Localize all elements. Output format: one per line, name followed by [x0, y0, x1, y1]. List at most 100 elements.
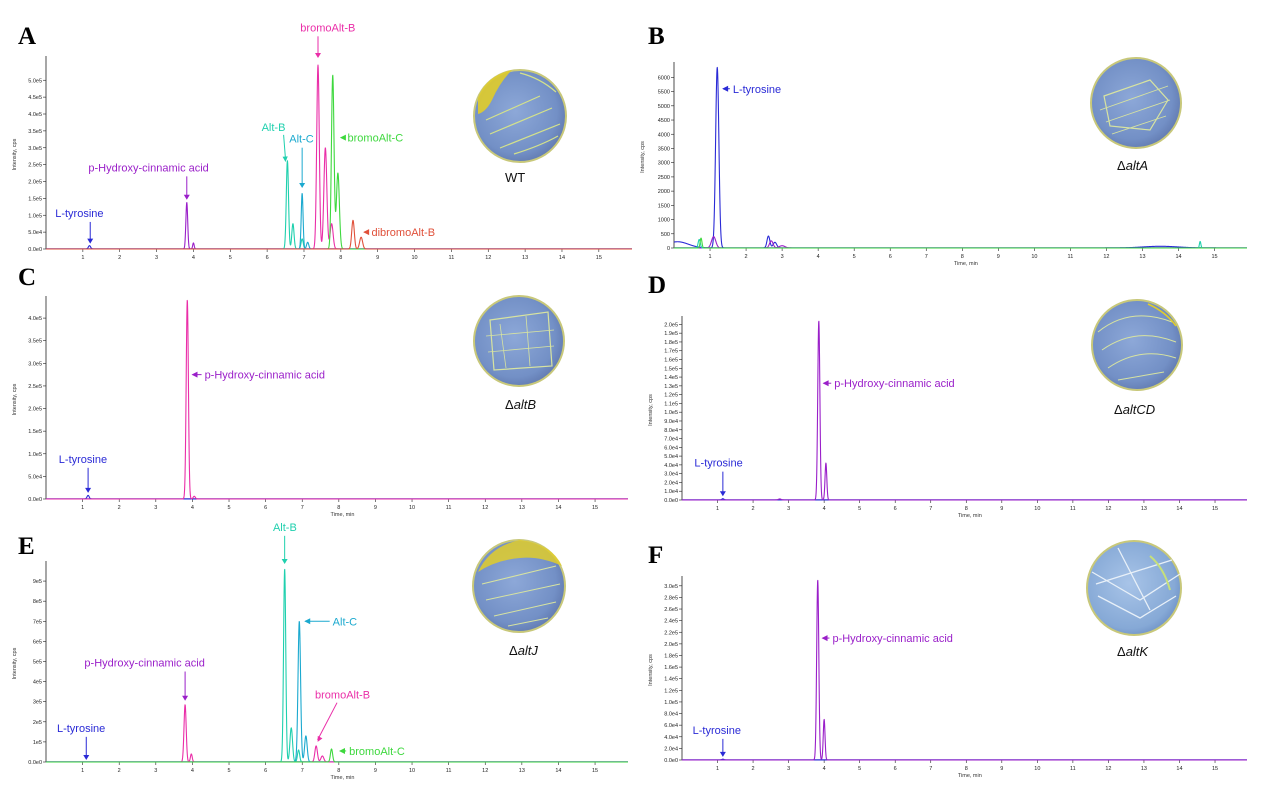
- x-tick-label: 7: [929, 506, 932, 512]
- trace-p-hydroxy-cinnamic-acid: [45, 704, 629, 763]
- yellow-colony-patch: [478, 540, 562, 572]
- x-tick-label: 1: [716, 766, 719, 772]
- y-tick-label: 4e5: [33, 680, 42, 686]
- x-tick-label: 11: [446, 768, 452, 774]
- annotation-arrowhead: [317, 735, 323, 742]
- annotation-arrow-line: [317, 702, 338, 741]
- x-tick-label: 9: [997, 254, 1000, 260]
- y-tick-label: 4.0e5: [28, 316, 42, 322]
- x-tick-label: 13: [519, 768, 525, 774]
- x-tick-label: 10: [411, 255, 417, 261]
- x-tick-label: 9: [376, 255, 379, 261]
- x-tick-label: 4: [823, 506, 826, 512]
- annotation-label: bromoAlt-C: [348, 133, 404, 145]
- strain-label-C: ΔaltB: [505, 397, 536, 412]
- y-tick-label: 5.0e5: [28, 78, 42, 84]
- y-tick-label: 1.2e5: [664, 688, 678, 694]
- petri-dish-altJ: [472, 539, 566, 633]
- annotation-p-hydroxy-cinnamic-acid: p-Hydroxy-cinnamic acid: [84, 658, 205, 701]
- green-colony-streak: [1149, 555, 1171, 591]
- annotation-arrowhead: [281, 559, 288, 565]
- x-tick-label: 15: [592, 505, 598, 511]
- y-tick-label: 2.6e5: [664, 607, 678, 613]
- y-tick-label: 6e5: [33, 639, 42, 645]
- x-tick-label: 13: [1141, 766, 1147, 772]
- x-tick-label: 7: [301, 505, 304, 511]
- y-tick-label: 3.0e5: [28, 361, 42, 367]
- yellow-colony-patch: [478, 70, 512, 114]
- y-tick-label: 1.3e5: [664, 384, 678, 390]
- y-tick-label: 5500: [658, 90, 670, 96]
- panel-letter-F: F: [648, 542, 663, 569]
- annotation-l-tyrosine: L-tyrosine: [694, 458, 743, 497]
- annotation-arrowhead: [85, 487, 92, 493]
- x-tick-label: 7: [302, 255, 305, 261]
- chromatogram-F: 1 2 3 4 5 6 7 8 9 10 11 12 13 14 150.0e02.0e44.0e46.0e…: [648, 576, 1248, 779]
- y-tick-label: 5000: [658, 104, 670, 110]
- y-tick-label: 1.0e5: [28, 213, 42, 219]
- y-tick-label: 1.8e5: [664, 653, 678, 659]
- x-tick-label: 3: [154, 505, 157, 511]
- x-tick-label: 4: [191, 505, 194, 511]
- panel-letter-E: E: [18, 533, 35, 560]
- x-tick-label: 2: [118, 768, 121, 774]
- x-tick-label: 8: [965, 766, 968, 772]
- x-tick-label: 5: [853, 254, 856, 260]
- y-tick-label: 3.5e5: [28, 339, 42, 345]
- x-tick-label: 4: [817, 254, 820, 260]
- y-tick-label: 8e5: [33, 599, 42, 605]
- x-tick-label: 2: [745, 254, 748, 260]
- x-tick-label: 7: [925, 254, 928, 260]
- annotation-l-tyrosine: L-tyrosine: [57, 723, 105, 760]
- x-tick-label: 12: [1105, 766, 1111, 772]
- annotation-l-tyrosine: L-tyrosine: [59, 454, 107, 493]
- chromatogram-C: 1 2 3 4 5 6 7 8 9 10 11 12 13 14 150.0e05.0e41.0e51.5e…: [12, 296, 629, 518]
- y-tick-label: 4.0e4: [664, 735, 678, 741]
- bacterial-streaks: [1097, 315, 1177, 381]
- annotation-label: p-Hydroxy-cinnamic acid: [88, 162, 208, 174]
- yellow-colony-patch: [1147, 303, 1177, 327]
- x-tick-label: 15: [1212, 766, 1218, 772]
- trace-bromoalt-b: [45, 745, 629, 763]
- x-tick-label: 2: [118, 505, 121, 511]
- x-tick-label: 1: [709, 254, 712, 260]
- y-tick-label: 1.6e5: [664, 358, 678, 364]
- trace-bromoalt-c: [45, 748, 629, 763]
- y-tick-label: 2000: [658, 189, 670, 195]
- strain-label-A: WT: [505, 170, 525, 185]
- bacterial-streaks: [489, 311, 553, 371]
- y-tick-label: 2.5e5: [28, 384, 42, 390]
- strain-label-F: ΔaltK: [1117, 644, 1149, 659]
- x-tick-label: 12: [1103, 254, 1109, 260]
- x-tick-label: 10: [409, 768, 415, 774]
- y-tick-label: 6.0e4: [664, 723, 678, 729]
- annotation-label: bromoAlt-B: [300, 22, 355, 34]
- x-tick-label: 3: [155, 255, 158, 261]
- x-axis-label: Time, min: [331, 775, 355, 781]
- x-tick-label: 6: [894, 766, 897, 772]
- y-tick-label: 1.0e5: [28, 452, 42, 458]
- x-tick-label: 3: [787, 506, 790, 512]
- panel-letter-B: B: [648, 23, 665, 50]
- trace-p-hydroxy-cinnamic-acid: [681, 579, 1248, 761]
- y-tick-label: 4.5e5: [28, 95, 42, 101]
- x-tick-label: 13: [522, 255, 528, 261]
- x-tick-label: 15: [596, 255, 602, 261]
- annotation-arrowhead: [339, 134, 346, 141]
- annotation-label: p-Hydroxy-cinnamic acid: [205, 370, 325, 382]
- annotation-bromoalt-b: bromoAlt-B: [300, 22, 355, 58]
- x-tick-label: 11: [1068, 254, 1074, 260]
- annotation-p-hydroxy-cinnamic-acid: p-Hydroxy-cinnamic acid: [191, 370, 325, 382]
- y-tick-label: 6000: [658, 75, 670, 81]
- annotation-l-tyrosine: L-tyrosine: [55, 208, 104, 244]
- y-tick-label: 3000: [658, 161, 670, 167]
- panel-letter-D: D: [648, 272, 666, 299]
- y-tick-label: 3.0e5: [664, 584, 678, 590]
- annotation-label: L-tyrosine: [55, 208, 103, 220]
- annotation-label: p-Hydroxy-cinnamic acid: [834, 378, 954, 390]
- petri-dish-wt: [473, 69, 567, 163]
- x-tick-label: 10: [1031, 254, 1037, 260]
- y-tick-label: 1.5e5: [28, 196, 42, 202]
- annotation-arrowhead: [822, 380, 829, 387]
- x-tick-label: 8: [337, 768, 340, 774]
